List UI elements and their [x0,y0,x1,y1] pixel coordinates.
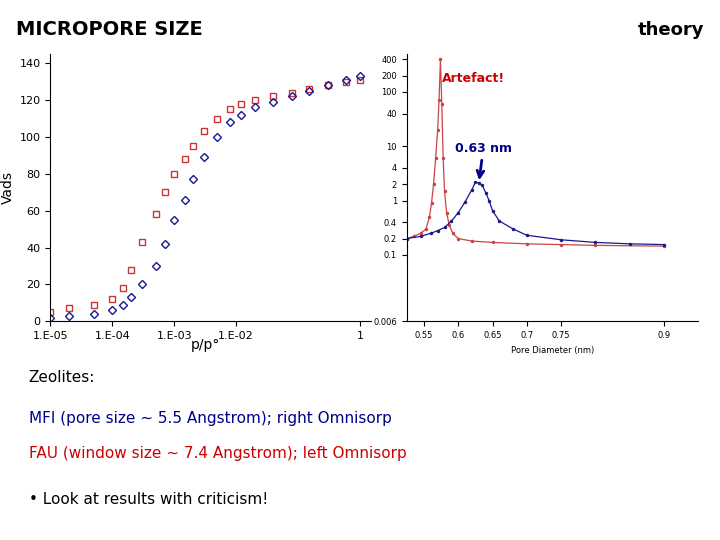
Text: FAU (window size ~ 7.4 Angstrom); left Omnisorp: FAU (window size ~ 7.4 Angstrom); left O… [29,446,407,461]
X-axis label: Pore Diameter (nm): Pore Diameter (nm) [511,346,594,355]
Y-axis label: Vads: Vads [1,171,15,204]
Text: Artefact!: Artefact! [442,72,505,85]
Text: • Look at results with criticism!: • Look at results with criticism! [29,492,268,507]
Text: MFI (pore size ~ 5.5 Angstrom); right Omnisorp: MFI (pore size ~ 5.5 Angstrom); right Om… [29,411,392,426]
Text: p/p°: p/p° [191,338,220,352]
Text: theory: theory [638,21,704,39]
Text: 0.63 nm: 0.63 nm [455,141,512,177]
Text: MICROPORE SIZE: MICROPORE SIZE [16,20,202,39]
Text: Zeolites:: Zeolites: [29,370,95,386]
